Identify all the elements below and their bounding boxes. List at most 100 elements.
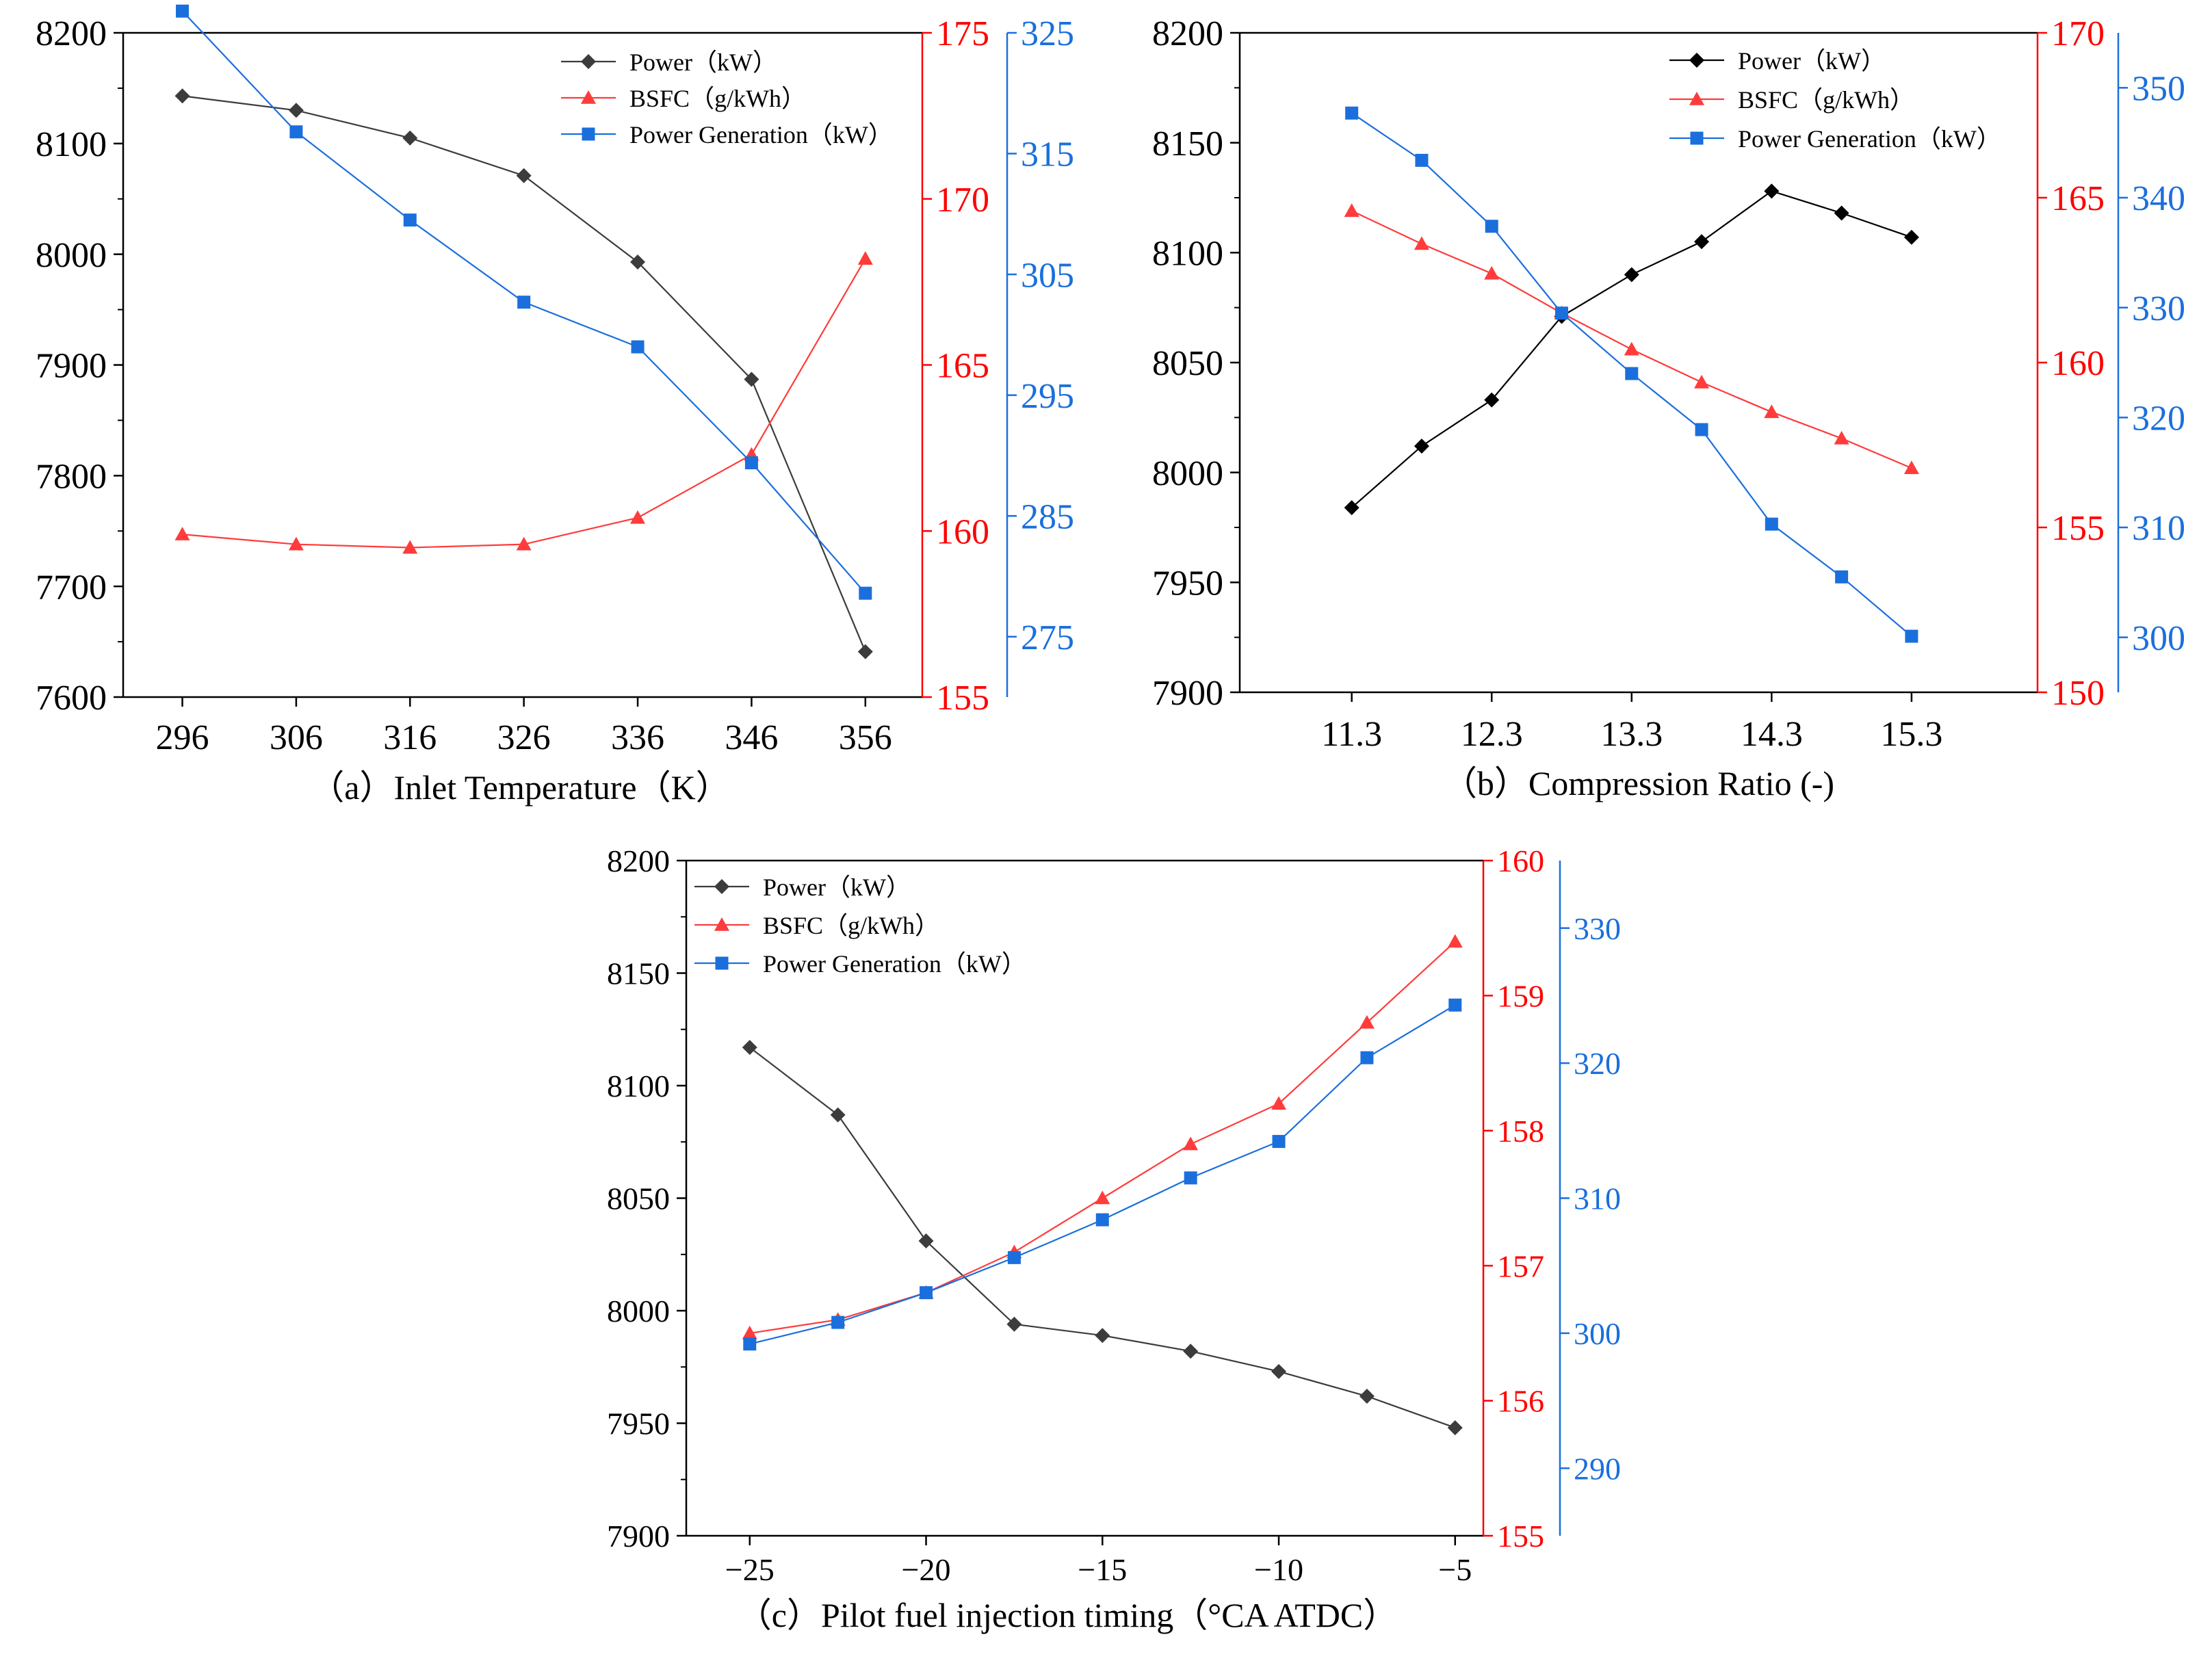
left-tick-label: 7900 xyxy=(607,1519,670,1554)
legend-marker xyxy=(714,879,729,894)
legend-label: BSFC（g/kWh） xyxy=(763,912,939,939)
generation-tick-label: 300 xyxy=(2132,619,2185,658)
data-point-power xyxy=(516,168,532,183)
x-tick-label: 306 xyxy=(270,718,323,757)
legend-label: Power（kW） xyxy=(629,49,777,76)
bsfc-tick-label: 170 xyxy=(936,181,989,220)
legend-label: Power Generation（kW） xyxy=(1738,125,2001,153)
data-point-power xyxy=(1764,183,1780,199)
legend-marker xyxy=(714,917,729,931)
data-point-bsfc xyxy=(1834,430,1849,445)
left-tick-label: 8050 xyxy=(607,1181,670,1216)
data-point-bsfc xyxy=(1694,374,1710,389)
data-point-bsfc xyxy=(1447,934,1463,948)
left-tick-label: 8150 xyxy=(1152,125,1223,163)
data-point-generation xyxy=(1554,306,1568,320)
left-tick-label: 7950 xyxy=(1152,564,1223,603)
left-tick-label: 7900 xyxy=(36,347,107,386)
data-point-generation xyxy=(1184,1171,1197,1185)
data-point-generation xyxy=(1695,423,1708,436)
x-tick-label: −15 xyxy=(1078,1552,1127,1587)
x-tick-label: 296 xyxy=(156,718,209,757)
data-point-bsfc xyxy=(1359,1014,1375,1029)
data-point-power xyxy=(744,371,759,387)
legend-label: Power Generation（kW） xyxy=(763,950,1026,978)
data-point-bsfc xyxy=(1484,265,1500,280)
panel-caption: （a）Inlet Temperature（K） xyxy=(310,768,729,807)
panel-c-pilot-injection-timing: 7900 7950 8000 8050 8100 8150 8200 155 156 157 158… xyxy=(607,843,1621,1634)
legend-label: Power（kW） xyxy=(1738,47,1886,75)
data-point-bsfc xyxy=(1764,404,1780,419)
data-point-power xyxy=(1834,205,1849,221)
bsfc-tick-label: 156 xyxy=(1497,1384,1544,1419)
data-point-power xyxy=(1694,234,1710,250)
data-point-power xyxy=(1903,229,1919,245)
generation-tick-label: 310 xyxy=(1574,1181,1621,1216)
bsfc-tick-label: 170 xyxy=(2051,14,2105,53)
data-point-bsfc xyxy=(630,510,646,524)
left-tick-label: 7600 xyxy=(36,679,107,718)
data-point-bsfc xyxy=(1414,236,1429,250)
data-point-bsfc xyxy=(1183,1136,1199,1151)
data-point-generation xyxy=(1345,106,1359,120)
legend-marker xyxy=(715,956,729,970)
legend-marker xyxy=(1689,53,1704,68)
data-point-power xyxy=(174,88,190,104)
data-point-power xyxy=(918,1233,934,1249)
generation-tick-label: 305 xyxy=(1021,256,1074,295)
data-point-generation xyxy=(403,213,417,227)
legend-label: BSFC（g/kWh） xyxy=(1738,86,1914,114)
x-tick-label: 12.3 xyxy=(1461,715,1523,754)
left-tick-label: 8000 xyxy=(607,1294,670,1328)
data-point-generation xyxy=(1415,153,1429,167)
bsfc-tick-label: 155 xyxy=(1497,1519,1544,1554)
legend-marker xyxy=(581,54,596,69)
data-point-generation xyxy=(831,1315,845,1329)
bsfc-tick-label: 160 xyxy=(2051,344,2105,383)
x-tick-label: −5 xyxy=(1438,1552,1472,1587)
data-point-generation xyxy=(920,1286,933,1300)
generation-tick-label: 330 xyxy=(2132,289,2185,328)
left-tick-label: 7950 xyxy=(607,1406,670,1441)
data-point-generation xyxy=(859,586,872,600)
data-point-power xyxy=(1414,438,1429,454)
legend-marker xyxy=(1690,131,1704,145)
data-point-bsfc xyxy=(857,251,873,265)
data-point-power xyxy=(1095,1328,1110,1344)
generation-tick-label: 285 xyxy=(1021,497,1074,536)
x-tick-label: 15.3 xyxy=(1880,715,1942,754)
left-tick-label: 7900 xyxy=(1152,674,1223,713)
left-tick-label: 8200 xyxy=(1152,14,1223,53)
left-tick-label: 7800 xyxy=(36,458,107,497)
generation-tick-label: 325 xyxy=(1021,14,1074,53)
legend-label: Power（kW） xyxy=(763,874,911,901)
data-point-generation xyxy=(1905,629,1918,643)
data-point-power xyxy=(1183,1344,1199,1359)
data-point-bsfc xyxy=(742,1325,757,1339)
bsfc-tick-label: 160 xyxy=(936,512,989,551)
generation-tick-label: 295 xyxy=(1021,377,1074,416)
x-tick-label: 356 xyxy=(839,718,892,757)
data-point-bsfc xyxy=(1095,1190,1110,1205)
x-tick-label: 346 xyxy=(725,718,778,757)
x-tick-label: 14.3 xyxy=(1741,715,1803,754)
data-point-bsfc xyxy=(1903,460,1919,475)
bsfc-tick-label: 165 xyxy=(936,347,989,386)
x-tick-label: 326 xyxy=(497,718,551,757)
data-point-power xyxy=(1624,267,1639,283)
data-point-generation xyxy=(1765,517,1778,531)
generation-tick-label: 310 xyxy=(2132,509,2185,548)
data-point-bsfc xyxy=(402,540,418,554)
panel-caption: （c）Pilot fuel injection timing（°CA ATDC） xyxy=(738,1596,1397,1634)
data-point-generation xyxy=(176,4,190,18)
x-tick-label: 336 xyxy=(611,718,664,757)
data-point-power xyxy=(830,1107,846,1123)
x-tick-label: −20 xyxy=(902,1552,951,1587)
legend-label: BSFC（g/kWh） xyxy=(629,85,806,112)
bsfc-tick-label: 165 xyxy=(2051,179,2105,218)
data-point-bsfc xyxy=(1344,203,1359,218)
generation-tick-label: 350 xyxy=(2132,70,2185,109)
data-point-power xyxy=(1344,500,1359,516)
